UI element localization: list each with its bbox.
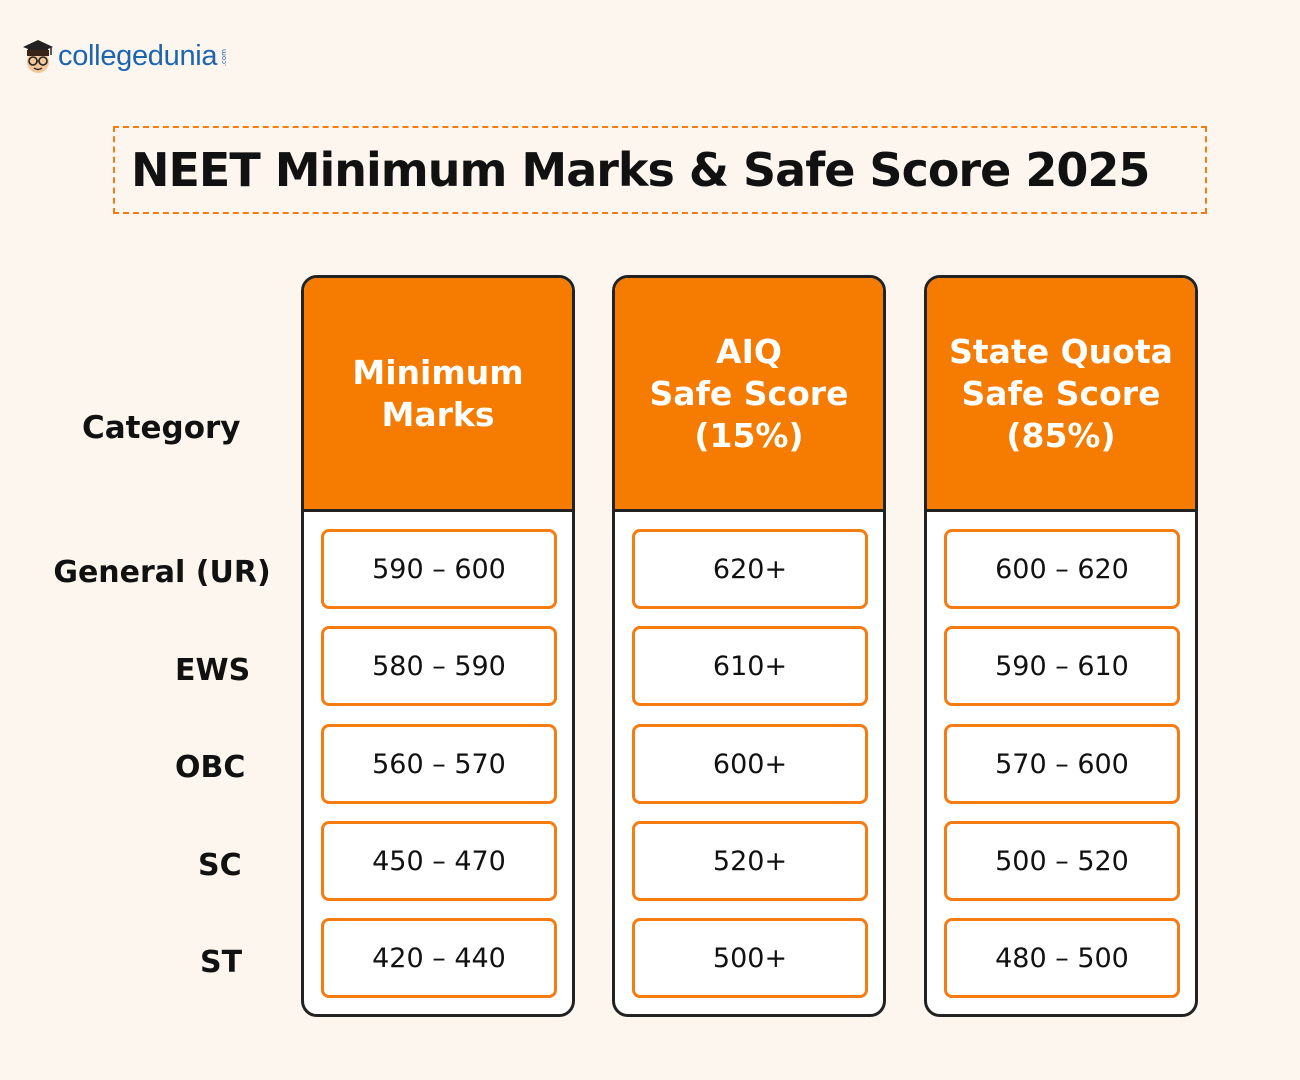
- graduate-mascot-icon: [23, 40, 53, 73]
- column-header-line: AIQ: [716, 331, 782, 371]
- category-label-st: ST: [200, 945, 243, 980]
- column-header: Minimum Marks: [304, 278, 572, 512]
- brand-suffix: .com: [220, 49, 229, 67]
- table-cell: 500 – 520: [944, 821, 1180, 901]
- column-header-line: Marks: [381, 394, 495, 434]
- table-cell: 420 – 440: [321, 918, 557, 998]
- category-header: Category: [82, 410, 241, 446]
- column-header-line: (15%): [694, 415, 804, 455]
- table-cell: 590 – 610: [944, 626, 1180, 706]
- column-header-line: Safe Score: [649, 373, 849, 413]
- table-cell: 480 – 500: [944, 918, 1180, 998]
- column-header-line: Minimum: [352, 352, 524, 392]
- brand-name: collegedunia: [58, 39, 218, 72]
- column-state-quota-safe-score: State Quota Safe Score (85%) 600 – 620 5…: [924, 275, 1198, 1017]
- table-cell: 590 – 600: [321, 529, 557, 609]
- column-aiq-safe-score: AIQ Safe Score (15%) 620+ 610+ 600+ 520+…: [612, 275, 886, 1017]
- table-cell: 600+: [632, 724, 868, 804]
- column-header: State Quota Safe Score (85%): [927, 278, 1195, 512]
- category-label-ews: EWS: [175, 653, 251, 688]
- table-cell: 520+: [632, 821, 868, 901]
- table-cell: 450 – 470: [321, 821, 557, 901]
- category-label-sc: SC: [198, 848, 242, 883]
- table-cell: 560 – 570: [321, 724, 557, 804]
- table-cell: 570 – 600: [944, 724, 1180, 804]
- category-label-obc: OBC: [175, 750, 246, 785]
- category-label-general: General (UR): [53, 555, 271, 590]
- title-box: NEET Minimum Marks & Safe Score 2025: [113, 126, 1207, 214]
- column-minimum-marks: Minimum Marks 590 – 600 580 – 590 560 – …: [301, 275, 575, 1017]
- table-cell: 620+: [632, 529, 868, 609]
- table-cell: 580 – 590: [321, 626, 557, 706]
- brand-logo[interactable]: collegedunia .com: [22, 38, 228, 74]
- column-header-line: State Quota: [949, 331, 1173, 371]
- page-title: NEET Minimum Marks & Safe Score 2025: [131, 143, 1150, 197]
- table-cell: 610+: [632, 626, 868, 706]
- column-header-line: Safe Score: [961, 373, 1161, 413]
- column-header: AIQ Safe Score (15%): [615, 278, 883, 512]
- table-cell: 600 – 620: [944, 529, 1180, 609]
- table-cell: 500+: [632, 918, 868, 998]
- column-header-line: (85%): [1006, 415, 1116, 455]
